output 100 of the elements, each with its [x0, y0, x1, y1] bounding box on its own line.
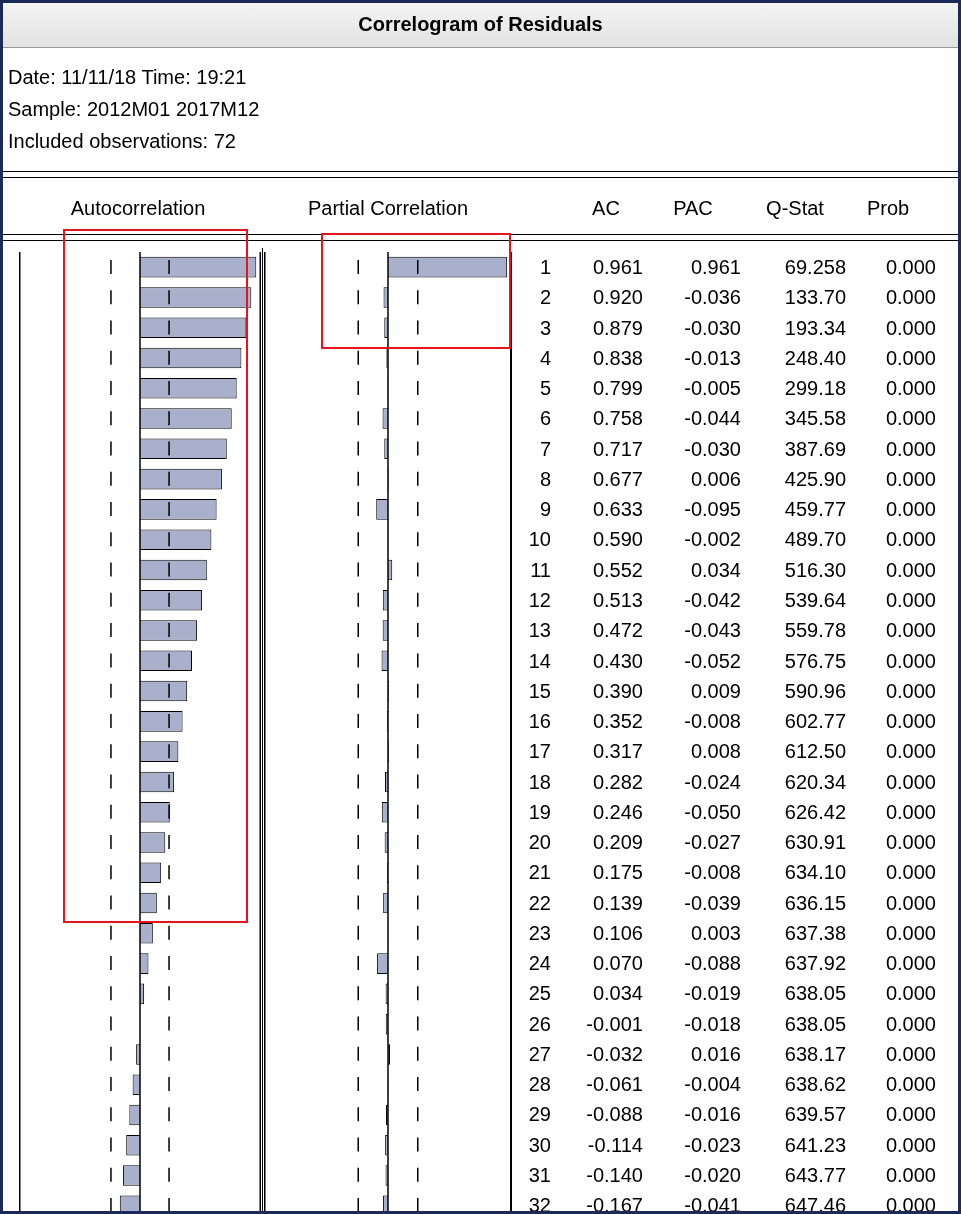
y-tick-label: 30 — [528, 1132, 551, 1157]
text: Q-Stat — [765, 196, 825, 220]
chart-title: Autocorrelation — [69, 196, 207, 220]
data-label: -0.088 — [684, 951, 741, 976]
y-tick-label: 11 — [530, 557, 551, 582]
y-tick-label: 12 — [528, 588, 551, 612]
data-label: -0.050 — [684, 799, 741, 824]
y-tick-label: 13 — [528, 618, 551, 643]
text: 0.000 — [885, 1132, 936, 1157]
y-tick-label: 23 — [528, 920, 551, 945]
text: 638.05 — [784, 1011, 846, 1036]
text: 489.70 — [784, 527, 846, 552]
text: 69.258 — [784, 255, 846, 280]
data-label: 0.758 — [592, 406, 643, 431]
y-tick-label: 16 — [528, 709, 551, 734]
data-label: 0.552 — [592, 557, 643, 582]
data-label: 0.034 — [690, 557, 741, 582]
text: 0.000 — [885, 951, 936, 976]
text: 638.62 — [784, 1072, 846, 1097]
y-tick-label: 21 — [528, 860, 551, 885]
y-tick-label: 25 — [528, 981, 551, 1006]
text: 0.000 — [885, 255, 936, 280]
data-label: -0.023 — [684, 1132, 741, 1157]
data-label: -0.024 — [684, 769, 741, 794]
y-tick-label: 18 — [528, 769, 551, 794]
data-label: -0.052 — [684, 648, 741, 673]
data-label: -0.005 — [684, 376, 741, 401]
data-label: -0.061 — [586, 1072, 643, 1097]
data-label: -0.004 — [684, 1072, 741, 1097]
text: Date: 11/11/18 Time: 19:21 — [8, 65, 247, 89]
chart-title: Partial Correlation — [306, 196, 470, 220]
text: Correlogram of Residuals — [357, 12, 604, 36]
text: PAC — [672, 196, 714, 220]
y-tick-label: 9 — [539, 497, 551, 522]
text: 639.57 — [784, 1102, 846, 1127]
y-tick-label: 8 — [539, 466, 551, 491]
data-label: 0.717 — [592, 436, 643, 461]
text: 620.34 — [784, 769, 846, 794]
y-tick-label: 6 — [539, 406, 551, 431]
text: 0.000 — [885, 436, 936, 461]
text: 0.000 — [885, 890, 936, 915]
text: 299.18 — [784, 376, 846, 401]
y-tick-label: 26 — [528, 1011, 551, 1036]
y-tick-label: 10 — [528, 527, 551, 552]
text: 459.77 — [784, 497, 846, 522]
data-label: -0.036 — [684, 285, 741, 310]
text: 0.000 — [885, 285, 936, 310]
y-tick-label: 24 — [528, 951, 551, 976]
data-label: 0.390 — [592, 678, 643, 703]
text: 193.34 — [784, 315, 846, 340]
data-label: -0.088 — [586, 1102, 643, 1127]
data-label: 0.034 — [592, 981, 643, 1006]
text: Sample: 2012M01 2017M12 — [8, 97, 260, 121]
data-label: -0.039 — [684, 890, 741, 915]
y-tick-label: 17 — [528, 739, 551, 764]
data-label: -0.020 — [684, 1162, 741, 1187]
data-label: 0.838 — [592, 345, 643, 370]
data-label: -0.042 — [684, 588, 741, 612]
data-label: 0.006 — [690, 466, 741, 491]
data-label: 0.961 — [690, 255, 741, 280]
text: 0.000 — [885, 376, 936, 401]
data-label: 0.106 — [592, 920, 643, 945]
data-label: 0.246 — [592, 799, 643, 824]
text: 636.15 — [784, 890, 846, 915]
data-label: 0.879 — [592, 315, 643, 340]
text: 0.000 — [885, 497, 936, 522]
data-label: 0.209 — [592, 830, 643, 855]
text: 0.000 — [885, 1102, 936, 1127]
text: 516.30 — [784, 557, 846, 582]
data-label: 0.590 — [592, 527, 643, 552]
text: Prob — [865, 196, 911, 220]
text: 133.70 — [784, 285, 846, 310]
data-label: 0.175 — [592, 860, 643, 885]
text: 345.58 — [784, 406, 846, 431]
data-label: 0.677 — [592, 466, 643, 491]
y-tick-label: 20 — [528, 830, 551, 855]
data-label: -0.140 — [586, 1162, 643, 1187]
y-tick-label: 7 — [539, 436, 551, 461]
text: 602.77 — [784, 709, 846, 734]
data-label: -0.030 — [684, 315, 741, 340]
data-label: 0.003 — [690, 920, 741, 945]
data-label: -0.008 — [684, 860, 741, 885]
text: 576.75 — [784, 648, 846, 673]
data-label: 0.016 — [690, 1041, 741, 1066]
text: 0.000 — [885, 678, 936, 703]
y-tick-label: 29 — [528, 1102, 551, 1127]
text: 0.000 — [885, 981, 936, 1006]
data-label: 0.139 — [592, 890, 643, 915]
data-label: -0.016 — [684, 1102, 741, 1127]
text: 612.50 — [784, 739, 846, 764]
y-tick-label: 4 — [539, 345, 551, 370]
text: 0.000 — [885, 830, 936, 855]
text: 0.000 — [885, 739, 936, 764]
y-tick-label: 2 — [539, 285, 551, 310]
y-tick-label: 19 — [528, 799, 551, 824]
text: 0.000 — [885, 1162, 936, 1187]
data-label: -0.018 — [684, 1011, 741, 1036]
text: 425.90 — [784, 466, 846, 491]
text: 0.000 — [885, 769, 936, 794]
text: 0.000 — [885, 709, 936, 734]
